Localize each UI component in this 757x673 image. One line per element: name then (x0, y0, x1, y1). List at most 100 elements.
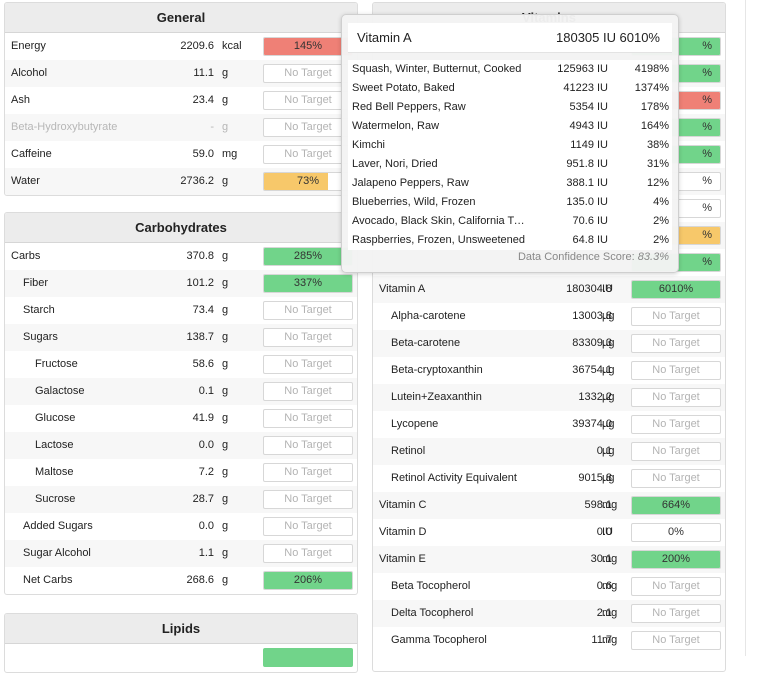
no-target-bar: No Target (263, 544, 353, 563)
nutrient-amount: 0.1 (198, 385, 214, 397)
nutrient-unit: mg (602, 580, 618, 592)
nutrient-unit: kcal (222, 40, 242, 52)
progress-fill (632, 497, 720, 514)
food-name: Squash, Winter, Butternut, Cooked (352, 63, 522, 75)
nutrient-row-added-sugars[interactable]: Added Sugars 0.0 g No Target (5, 513, 357, 540)
no-target-label: No Target (652, 391, 700, 403)
nutrient-unit: µg (602, 337, 615, 349)
nutrient-row-retinol-activity-equivalent[interactable]: Retinol Activity Equivalent 9015.8 µg No Ta… (373, 465, 725, 492)
tooltip-food-row: Kimchi 1149 IU 38% (348, 136, 672, 155)
nutrient-row-vitamin-c[interactable]: Vitamin C 598.1 mg 664% (373, 492, 725, 519)
nutrient-name: Vitamin A (379, 283, 426, 295)
nutrient-amount: 41.9 (192, 412, 214, 424)
target-percent: % (702, 148, 712, 160)
nutrient-row-alpha-carotene[interactable]: Alpha-carotene 13003.8 µg No Target (373, 303, 725, 330)
nutrient-unit: g (222, 175, 229, 187)
nutrient-row-energy[interactable]: Energy 2209.6 kcal 145% (5, 33, 357, 60)
nutrient-amount: 23.4 (192, 94, 214, 106)
progress-fill (264, 173, 329, 190)
nutrient-row-fiber[interactable]: Fiber 101.2 g 337% (5, 270, 357, 297)
food-amount: 125963 IU (557, 63, 608, 75)
nutrient-row-ash[interactable]: Ash 23.4 g No Target (5, 87, 357, 114)
nutrient-row-starch[interactable]: Starch 73.4 g No Target (5, 297, 357, 324)
nutrient-name: Added Sugars (23, 520, 93, 532)
nutrient-row-sugars[interactable]: Sugars 138.7 g No Target (5, 324, 357, 351)
no-target-bar: No Target (631, 307, 721, 326)
nutrient-unit: mg (602, 634, 618, 646)
nutrient-name: Fiber (23, 277, 49, 289)
tooltip-food-row: Blueberries, Wild, Frozen 135.0 IU 4% (348, 193, 672, 212)
target-progress-bar: 73% (263, 172, 353, 191)
no-target-label: No Target (652, 634, 700, 646)
nutrient-row-gamma-tocopherol[interactable]: Gamma Tocopherol 11.7 mg No Target (373, 627, 725, 654)
nutrient-name: Ash (11, 94, 30, 106)
nutrient-name: Beta-carotene (391, 337, 461, 349)
no-target-bar: No Target (263, 409, 353, 428)
target-progress-bar: 206% (263, 571, 353, 590)
nutrient-unit: g (222, 331, 229, 343)
food-amount: 4943 IU (569, 120, 608, 132)
nutrient-row-caffeine[interactable]: Caffeine 59.0 mg No Target (5, 141, 357, 168)
confidence-label: Data Confidence Score: (517, 251, 635, 263)
target-progress-bar: 664% (631, 496, 721, 515)
nutrient-row-water[interactable]: Water 2736.2 g 73% (5, 168, 357, 195)
nutrient-row-vitamin-d[interactable]: Vitamin D 0.0 IU 0% (373, 519, 725, 546)
no-target-bar: No Target (631, 334, 721, 353)
food-percent: 38% (646, 139, 669, 151)
nutrient-amount: 73.4 (192, 304, 214, 316)
no-target-bar: No Target (263, 517, 353, 536)
nutrient-row-lycopene[interactable]: Lycopene 39374.0 µg No Target (373, 411, 725, 438)
food-amount: 1149 IU (570, 139, 608, 151)
nutrient-row-delta-tocopherol[interactable]: Delta Tocopherol 2.1 mg No Target (373, 600, 725, 627)
nutrient-unit: g (222, 439, 229, 451)
nutrient-row-retinol[interactable]: Retinol 0.1 µg No Target (373, 438, 725, 465)
food-percent: 31% (646, 158, 669, 170)
tooltip-food-row: Sweet Potato, Baked 41223 IU 1374% (348, 79, 672, 98)
general-rows: Energy 2209.6 kcal 145% Alcohol 11.1 g No Targe… (5, 33, 357, 195)
target-percent: % (702, 175, 712, 187)
tooltip-food-row: Watermelon, Raw 4943 IU 164% (348, 117, 672, 136)
no-target-bar: No Target (263, 463, 353, 482)
no-target-label: No Target (284, 493, 332, 505)
nutrient-row-vitamin-e[interactable]: Vitamin E 30.1 mg 200% (373, 546, 725, 573)
nutrient-row-alcohol[interactable]: Alcohol 11.1 g No Target (5, 60, 357, 87)
carbohydrates-panel: Carbohydrates Carbs 370.8 g 285% Fiber 101.2 g… (4, 212, 358, 595)
tooltip-food-row: Avocado, Black Skin, California Type 70.6… (348, 212, 672, 231)
nutrient-name: Delta Tocopherol (391, 607, 474, 619)
nutrient-row-maltose[interactable]: Maltose 7.2 g No Target (5, 459, 357, 486)
nutrient-breakdown-tooltip: Vitamin A 180305 IU 6010% Squash, Winter… (341, 14, 679, 273)
nutrient-row-beta-carotene[interactable]: Beta-carotene 83309.3 µg No Target (373, 330, 725, 357)
lipids-panel: Lipids (4, 613, 358, 673)
nutrient-row-galactose[interactable]: Galactose 0.1 g No Target (5, 378, 357, 405)
tooltip-food-row: Jalapeno Peppers, Raw 388.1 IU 12% (348, 174, 672, 193)
nutrient-row-vitamin-a[interactable]: Vitamin A 180304.8 IU 6010% (373, 276, 725, 303)
nutrient-row-lutein-zeaxanthin[interactable]: Lutein+Zeaxanthin 1332.2 µg No Target (373, 384, 725, 411)
nutrient-row-lactose[interactable]: Lactose 0.0 g No Target (5, 432, 357, 459)
nutrient-row-glucose[interactable]: Glucose 41.9 g No Target (5, 405, 357, 432)
nutrient-unit: mg (602, 607, 618, 619)
nutrient-name: Alcohol (11, 67, 48, 79)
nutrient-amount: 2736.2 (180, 175, 214, 187)
nutrient-name: Galactose (35, 385, 85, 397)
target-percent: % (702, 229, 712, 241)
nutrient-row-beta-tocopherol[interactable]: Beta Tocopherol 0.6 mg No Target (373, 573, 725, 600)
no-target-bar: No Target (263, 145, 353, 164)
nutrient-row-sucrose[interactable]: Sucrose 28.7 g No Target (5, 486, 357, 513)
carbohydrates-title: Carbohydrates (5, 213, 357, 243)
nutrient-row-fructose[interactable]: Fructose 58.6 g No Target (5, 351, 357, 378)
nutrient-row-beta-cryptoxanthin[interactable]: Beta-cryptoxanthin 36754.1 µg No Target (373, 357, 725, 384)
nutrient-row-net-carbs[interactable]: Net Carbs 268.6 g 206% (5, 567, 357, 594)
nutrient-row-carbs[interactable]: Carbs 370.8 g 285% (5, 243, 357, 270)
nutrient-amount: 30.1 (590, 553, 612, 565)
no-target-bar: No Target (631, 577, 721, 596)
nutrient-unit: mg (602, 499, 618, 511)
nutrient-name: Glucose (35, 412, 76, 424)
nutrient-row-sugar-alcohol[interactable]: Sugar Alcohol 1.1 g No Target (5, 540, 357, 567)
nutrient-unit: µg (602, 391, 615, 403)
nutrient-unit: g (222, 358, 229, 370)
nutrient-amount: 11.7 (591, 634, 612, 646)
tooltip-food-row: Laver, Nori, Dried 951.8 IU 31% (348, 155, 672, 174)
nutrient-row-beta-hydroxybutyrate[interactable]: Beta-Hydroxybutyrate - g No Target (5, 114, 357, 141)
tooltip-nutrient: Vitamin A (357, 30, 412, 45)
tooltip-food-row: Raspberries, Frozen, Unsweetened 64.8 IU 2… (348, 231, 672, 250)
